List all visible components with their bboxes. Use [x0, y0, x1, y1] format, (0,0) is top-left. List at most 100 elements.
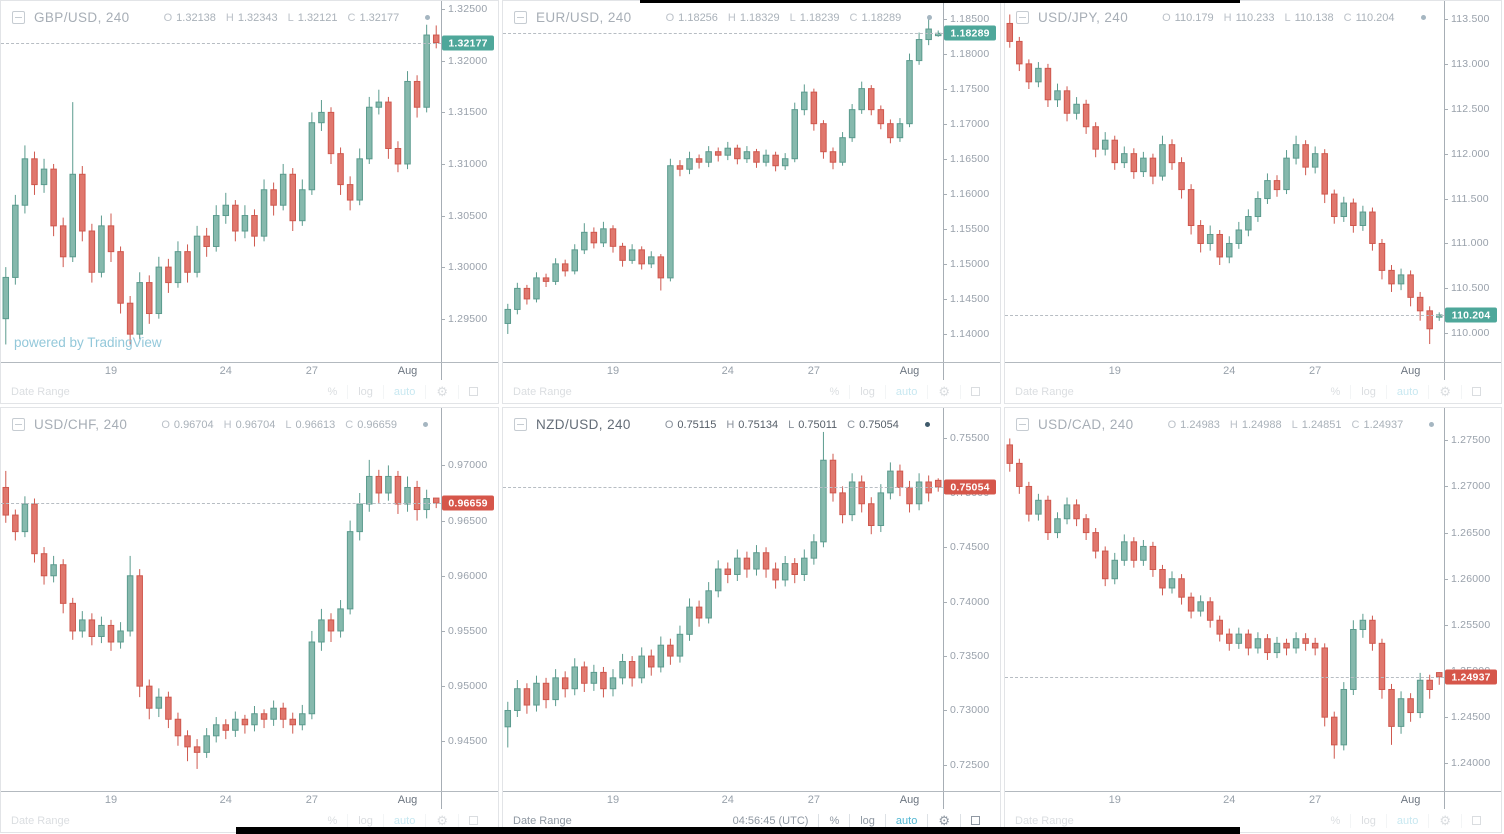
candle	[1073, 97, 1080, 120]
date-range-button[interactable]: Date Range	[1015, 814, 1074, 827]
candle	[337, 147, 344, 195]
fullscreen-button[interactable]	[960, 813, 990, 828]
tradingview-attribution[interactable]: powered by TradingView	[14, 335, 162, 350]
date-range-button[interactable]: Date Range	[11, 385, 70, 398]
price-chart[interactable]	[503, 1, 943, 362]
candle	[581, 223, 588, 255]
auto-scale-button[interactable]: auto	[1385, 813, 1428, 828]
time-axis[interactable]: 19 24 27 Aug	[503, 362, 1000, 380]
price-tick-label: 1.31000	[440, 157, 488, 170]
log-scale-button[interactable]: log	[1350, 813, 1386, 828]
percent-scale-button[interactable]: %	[327, 385, 338, 398]
time-axis[interactable]: 19 24 27 Aug	[1005, 362, 1501, 380]
candle	[318, 100, 325, 131]
date-range-button[interactable]: Date Range	[1015, 385, 1074, 398]
log-scale-button[interactable]: log	[1350, 384, 1386, 399]
settings-button[interactable]: ⚙	[1428, 384, 1461, 399]
log-scale-button[interactable]: log	[849, 813, 885, 828]
percent-scale-button[interactable]: %	[327, 814, 338, 827]
auto-scale-button[interactable]: auto	[884, 384, 927, 399]
percent-scale-button[interactable]: %	[1330, 814, 1341, 827]
fullscreen-button[interactable]	[1461, 384, 1491, 399]
plot-row: 113.500 113.000 112.500 112.000 111.500 111.0…	[1005, 1, 1501, 362]
candle	[877, 105, 885, 130]
settings-button[interactable]: ⚙	[927, 813, 960, 828]
candle	[279, 702, 287, 729]
candle	[514, 680, 521, 718]
price-tick-label: 1.16500	[942, 152, 990, 165]
candle	[1111, 552, 1118, 585]
price-tick-label: 0.97000	[440, 459, 488, 472]
settings-button[interactable]: ⚙	[425, 813, 458, 828]
candle	[896, 118, 904, 142]
date-range-button[interactable]: Date Range	[11, 814, 70, 827]
time-tick-label: 19	[1108, 794, 1121, 806]
fullscreen-button[interactable]	[458, 813, 488, 828]
candle	[146, 275, 153, 324]
percent-scale-button[interactable]: %	[1330, 385, 1341, 398]
candle	[829, 453, 837, 502]
settings-button[interactable]: ⚙	[927, 384, 960, 399]
candle	[174, 712, 182, 746]
bottom-black-strip	[236, 827, 1240, 834]
price-scale[interactable]: 1.275001.270001.265001.260001.255001.250…	[1443, 408, 1501, 791]
price-chart[interactable]	[1005, 408, 1444, 791]
price-chart[interactable]	[1, 408, 441, 791]
date-range-button[interactable]: Date Range	[513, 814, 572, 827]
time-axis[interactable]: 19 24 27 Aug	[1, 791, 498, 809]
candle	[1416, 291, 1424, 321]
settings-button[interactable]: ⚙	[425, 384, 458, 399]
price-chart[interactable]: powered by TradingView	[1, 1, 441, 362]
percent-scale-button[interactable]: %	[818, 813, 849, 828]
date-range-button[interactable]: Date Range	[513, 385, 572, 398]
time-axis[interactable]: 19 24 27 Aug	[503, 791, 1000, 809]
fullscreen-button[interactable]	[1461, 813, 1491, 828]
candle	[781, 555, 789, 587]
price-scale[interactable]: 113.500 113.000 112.500 112.000 111.500 111.0…	[1444, 1, 1501, 362]
fullscreen-button[interactable]	[458, 384, 488, 399]
percent-scale-button[interactable]: %	[829, 385, 840, 398]
auto-scale-button[interactable]: auto	[382, 384, 425, 399]
candle	[1226, 236, 1233, 264]
auto-scale-button[interactable]: auto	[884, 813, 927, 828]
candle	[117, 246, 124, 314]
candle	[289, 168, 296, 232]
candle	[1264, 634, 1271, 660]
candlestick-svg	[2, 24, 440, 345]
candle	[413, 480, 421, 521]
settings-button[interactable]: ⚙	[1428, 813, 1461, 828]
candle	[241, 714, 249, 734]
time-axis-corner	[943, 792, 1000, 809]
candle	[356, 148, 363, 206]
fullscreen-button[interactable]	[960, 384, 990, 399]
auto-scale-button[interactable]: auto	[1385, 384, 1428, 399]
candle	[628, 656, 636, 687]
candle	[1140, 151, 1147, 178]
candle	[289, 712, 296, 734]
candle	[69, 102, 76, 262]
candle	[676, 625, 684, 663]
price-scale[interactable]: 1.18500 1.18000 1.17500 1.17000 1.16500 1.160…	[942, 1, 1000, 362]
price-chart[interactable]	[503, 408, 943, 791]
candle	[1054, 83, 1061, 107]
candle	[146, 679, 153, 720]
candle	[1101, 132, 1109, 156]
time-axis[interactable]: 19 24 27 Aug	[1, 362, 498, 380]
price-tick-label: 110.500	[1444, 282, 1490, 295]
candle	[667, 158, 674, 282]
log-scale-button[interactable]: log	[347, 813, 383, 828]
price-scale[interactable]: 0.97000 0.96500 0.96000 0.95500 0.95000 0.945…	[440, 408, 498, 791]
candle	[772, 151, 779, 172]
time-axis[interactable]: 19 24 27 Aug	[1005, 791, 1501, 809]
price-chart[interactable]	[1005, 1, 1444, 362]
close-price-line	[1, 503, 441, 505]
log-scale-button[interactable]: log	[347, 384, 383, 399]
time-tick-label: 19	[1108, 365, 1121, 377]
price-scale[interactable]: 1.32500 1.32000 1.31500 1.31000 1.30500 1.300…	[440, 1, 498, 362]
candle	[810, 534, 818, 565]
log-scale-button[interactable]: log	[849, 384, 885, 399]
price-tick-label: 1.27000	[1443, 480, 1491, 493]
auto-scale-button[interactable]: auto	[382, 813, 425, 828]
price-scale[interactable]: 0.755000.750000.745000.740000.735000.730…	[942, 408, 1000, 791]
last-price-pill: 1.18289	[944, 25, 996, 41]
